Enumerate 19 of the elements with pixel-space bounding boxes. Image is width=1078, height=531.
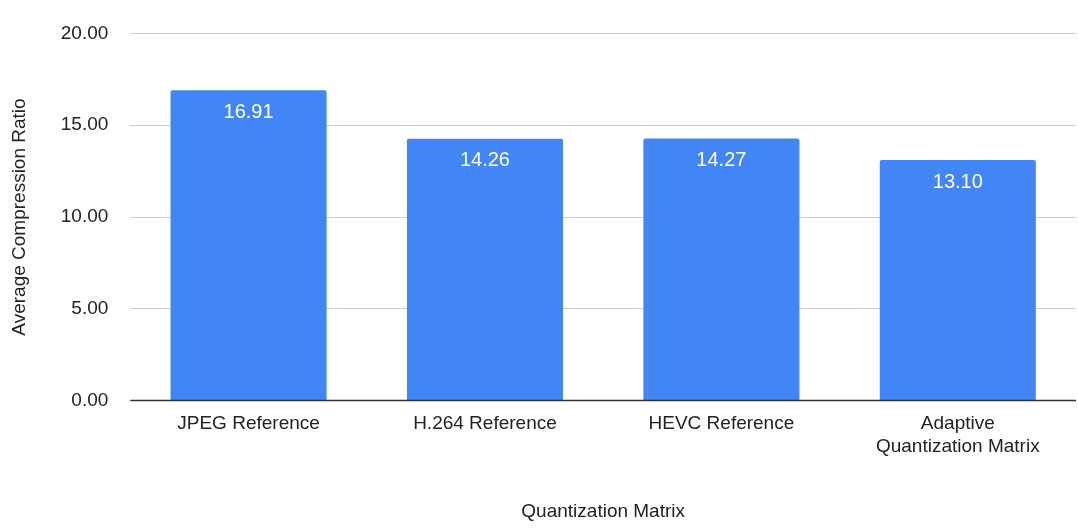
bar [643,138,800,401]
x-axis-title: Quantization Matrix [521,499,686,521]
x-tick-label: HEVC Reference [648,412,795,434]
data-label: 13.10 [932,169,983,192]
x-tick-label: H.264 Reference [413,412,557,434]
data-label: 14.27 [696,148,747,171]
data-label: 14.26 [459,148,510,171]
bar [170,90,327,401]
y-tick-label: 20.00 [60,21,109,43]
data-label: 16.91 [223,99,274,122]
bar [406,138,563,401]
x-tick-label: Adaptive Quantization Matrix [875,412,1041,457]
y-tick-label: 10.00 [60,205,109,227]
y-tick-label: 0.00 [71,388,109,410]
x-tick-label: JPEG Reference [177,412,320,434]
y-tick-label: 15.00 [60,113,109,135]
y-axis-title: Average Compression Ratio [7,98,29,336]
bar [879,160,1036,401]
y-tick-label: 5.00 [71,297,109,319]
